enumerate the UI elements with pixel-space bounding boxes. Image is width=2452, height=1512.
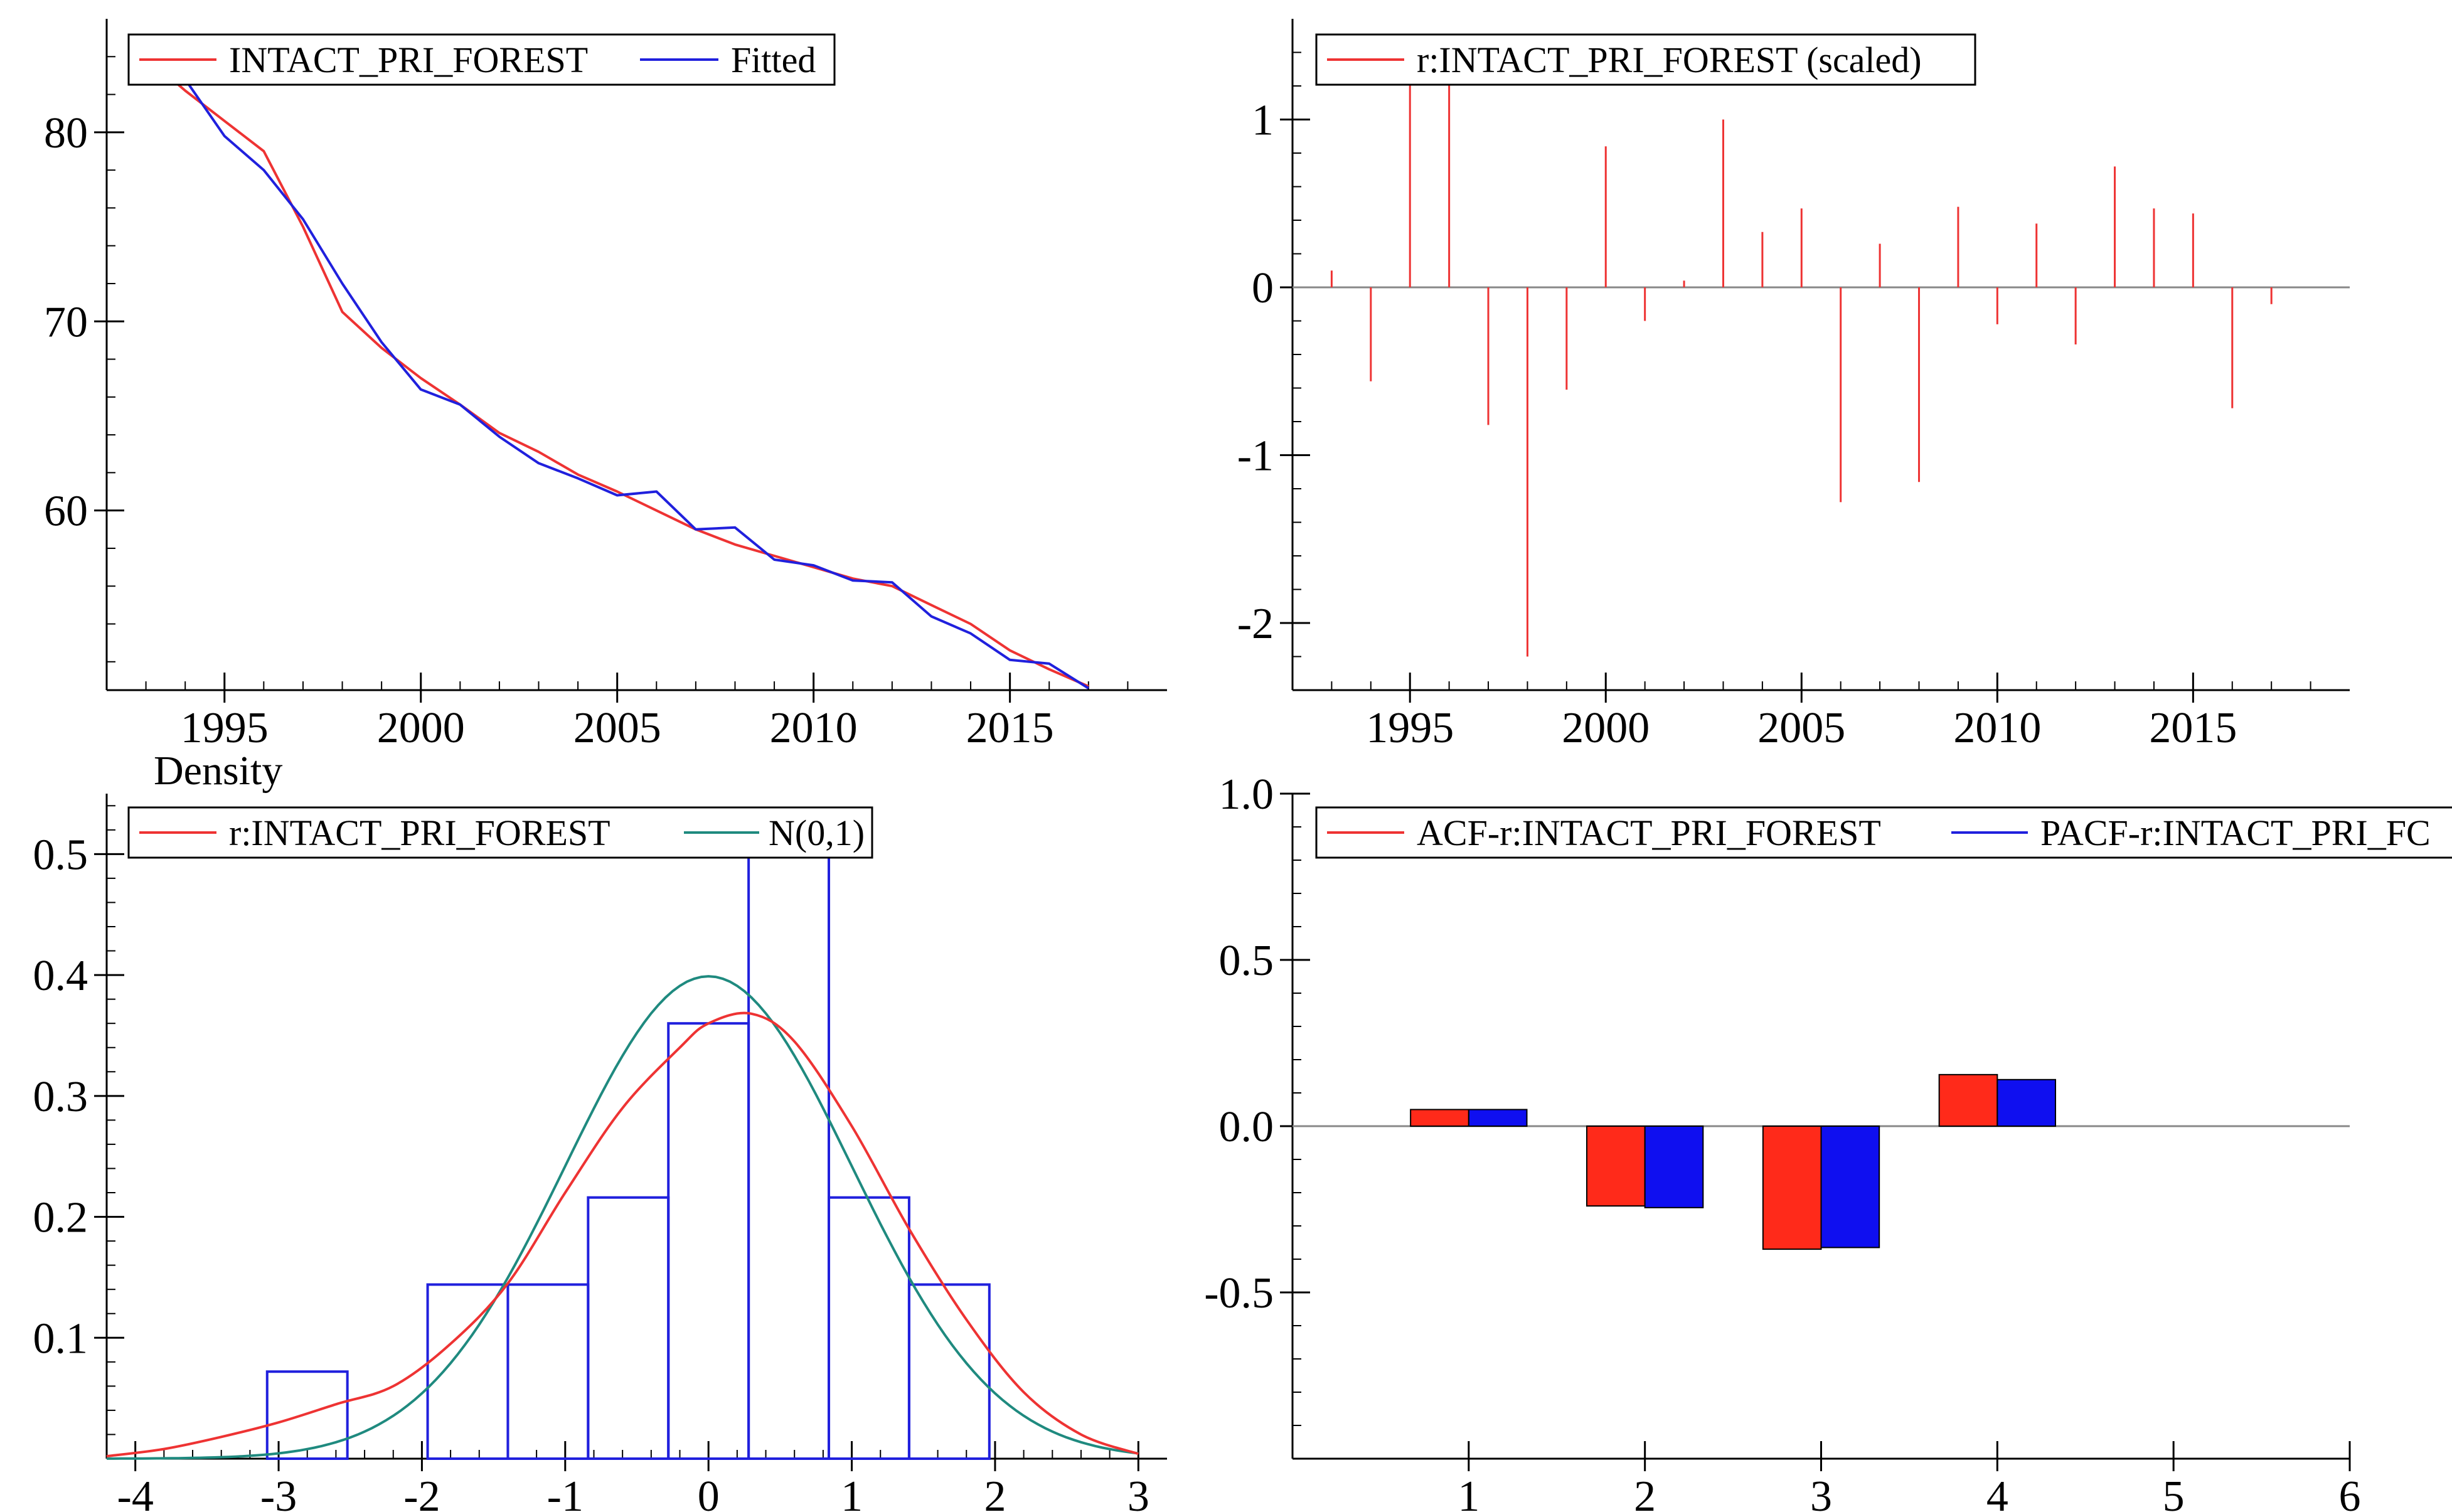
- panel-residuals: 1995 2000 2005 2010 2015 -2 -1 0 1 r:INTACT_PRI_…: [1237, 19, 2350, 752]
- density-y-tick-label: 0.3: [33, 1073, 88, 1121]
- histogram-bar: [587, 1196, 670, 1461]
- acf-bar: [1938, 1073, 1998, 1127]
- correlogram-x-tick-label: 5: [2163, 1472, 2185, 1512]
- pacf-bar: [1644, 1126, 1704, 1208]
- legend-label-pacf: PACF-r:INTACT_PRI_FC: [2040, 812, 2431, 853]
- acf-bar: [1410, 1109, 1469, 1127]
- fitted-y-tick-label: 60: [44, 487, 88, 536]
- density-y-tick-label: 0.2: [33, 1194, 88, 1242]
- fitted-x-tick-label: 2000: [377, 704, 465, 752]
- density-x-tick-label: 0: [698, 1472, 720, 1512]
- acf-bar: [1762, 1126, 1822, 1250]
- density-y-tick-label: 0.1: [33, 1314, 88, 1363]
- histogram-bar: [747, 849, 831, 1460]
- density-y-tick-label: 0.4: [33, 952, 88, 1000]
- legend-label-kde: r:INTACT_PRI_FOREST: [229, 812, 610, 853]
- panel-residuals-legend: r:INTACT_PRI_FOREST (scaled): [1315, 33, 1976, 86]
- fitted-x-tick-label: 2015: [966, 704, 1054, 752]
- residuals-x-tick-label: 2005: [1757, 704, 1845, 752]
- correlogram-y-tick-label: 0.5: [1219, 937, 1274, 985]
- panel-correlogram: 1 2 3 4 5 6 -0.5 0.0 0.5 1.0 ACF-r:INTACT_PRI_FOR…: [1204, 770, 2452, 1512]
- correlogram-x-tick-label: 6: [2339, 1472, 2361, 1512]
- density-x-tick-label: -3: [260, 1472, 297, 1512]
- density-x-tick-label: 1: [841, 1472, 863, 1512]
- histogram-bar: [667, 1022, 750, 1460]
- correlogram-x-tick-label: 1: [1458, 1472, 1479, 1512]
- histogram-bar: [506, 1283, 590, 1461]
- fitted-x-tick-label: 2005: [573, 704, 661, 752]
- correlogram-y-tick-label: 0.0: [1219, 1103, 1274, 1151]
- fitted-x-tick-label: 1995: [181, 704, 269, 752]
- panel-fitted-legend: INTACT_PRI_FOREST Fitted: [127, 33, 836, 86]
- legend-label-normal: N(0,1): [769, 812, 865, 853]
- histogram-bar: [828, 1196, 910, 1461]
- density-axis-title: Density: [154, 748, 282, 794]
- kde-curve: [106, 1011, 1139, 1458]
- panel-correlogram-legend: ACF-r:INTACT_PRI_FOREST PACF-r:INTACT_PR…: [1315, 806, 2452, 859]
- legend-label-acf: ACF-r:INTACT_PRI_FOREST: [1417, 812, 1881, 853]
- residuals-y-tick-label: -1: [1237, 432, 1274, 481]
- residuals-x-tick-label: 2010: [1953, 704, 2041, 752]
- density-x-tick-label: 2: [984, 1472, 1006, 1512]
- acf-bar: [1586, 1126, 1646, 1207]
- panel-correlogram-axes: 1 2 3 4 5 6 -0.5 0.0 0.5 1.0: [1204, 770, 2360, 1512]
- series-line-fitted: [145, 46, 1089, 689]
- density-x-tick-label: -1: [547, 1472, 584, 1512]
- pacf-bar: [1820, 1126, 1880, 1248]
- residuals-x-tick-label: 2015: [2149, 704, 2237, 752]
- fitted-y-tick-label: 70: [44, 298, 88, 346]
- normal-density-curve: [107, 975, 1139, 1460]
- panel-density-axes: -4 -3 -2 -1 0 1 2 3 0.1 0.2 0.3 0.4 0.5: [33, 794, 1167, 1512]
- residuals-y-tick-label: 0: [1252, 264, 1274, 312]
- density-x-tick-label: 3: [1127, 1472, 1149, 1512]
- panel-fitted: 1995 2000 2005 2010 2015 60 70 80 INTACT_PRI_FO…: [44, 19, 1167, 752]
- residuals-x-tick-label: 1995: [1366, 704, 1454, 752]
- panel-density: Density -4 -3 -2 -1 0 1 2 3 0.1 0.2 0.3 0.4 0.5 r:IN…: [33, 748, 1167, 1512]
- residuals-y-tick-label: -2: [1237, 600, 1274, 648]
- correlogram-y-tick-label: -0.5: [1204, 1269, 1274, 1318]
- density-x-tick-label: -2: [403, 1472, 440, 1512]
- panel-fitted-axes: 1995 2000 2005 2010 2015 60 70 80: [44, 19, 1167, 752]
- fitted-y-tick-label: 80: [44, 109, 88, 157]
- residuals-x-tick-label: 2000: [1562, 704, 1650, 752]
- pacf-bar: [1996, 1078, 2057, 1127]
- fitted-x-tick-label: 2010: [770, 704, 858, 752]
- density-y-tick-label: 0.5: [33, 831, 88, 879]
- correlogram-x-tick-label: 2: [1634, 1472, 1656, 1512]
- panel-density-legend: r:INTACT_PRI_FOREST N(0,1): [127, 806, 873, 859]
- panel-residuals-axes: 1995 2000 2005 2010 2015 -2 -1 0 1: [1237, 19, 2350, 752]
- histogram-bar: [426, 1283, 509, 1461]
- correlogram-x-tick-label: 4: [1986, 1472, 2008, 1512]
- correlogram-x-tick-label: 3: [1810, 1472, 1832, 1512]
- residuals-y-tick-label: 1: [1252, 97, 1274, 145]
- density-x-tick-label: -4: [117, 1472, 154, 1512]
- histogram-bar: [265, 1370, 349, 1460]
- legend-label-residual: r:INTACT_PRI_FOREST (scaled): [1417, 40, 1922, 80]
- histogram-bar: [907, 1283, 991, 1461]
- pacf-bar: [1468, 1109, 1528, 1127]
- legend-label-intact: INTACT_PRI_FOREST: [229, 40, 588, 80]
- series-line-intact: [145, 55, 1089, 688]
- correlogram-y-tick-label: 1.0: [1219, 770, 1274, 819]
- legend-label-fitted: Fitted: [731, 40, 816, 80]
